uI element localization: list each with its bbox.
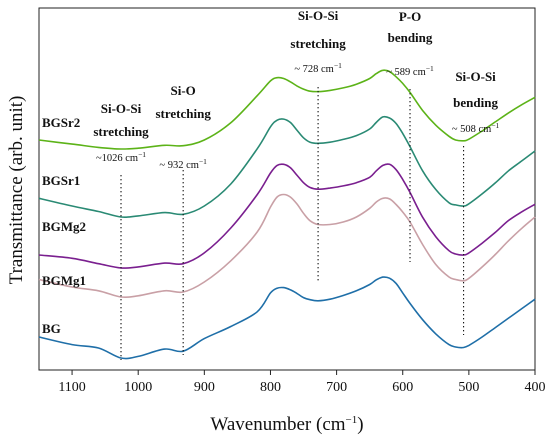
y-axis-title: Transmittance (arb. unit) (6, 96, 27, 285)
series-layer (38, 69, 536, 360)
series-line-bgmg2 (38, 163, 536, 269)
annotation-title-508-2: bending (453, 95, 498, 110)
annotation-title-728-2: stretching (290, 36, 346, 51)
x-tick-label-700: 700 (326, 380, 347, 395)
annotation-value-589: ~ 589 cm−1 (386, 64, 434, 78)
x-tick-label-1100: 1100 (58, 380, 85, 395)
annotation-value-main-932: ~ 932 cm (159, 160, 199, 171)
x-tick-label-500: 500 (458, 380, 479, 395)
annotation-title-932-2: stretching (155, 106, 211, 121)
x-axis-title: Wavenumber (cm−1) (210, 414, 363, 435)
annotation-value-sup-508: −1 (491, 121, 499, 130)
series-line-bgsr2 (38, 69, 536, 150)
annotation-value-main-589: ~ 589 cm (386, 67, 426, 78)
annotation-lines (120, 87, 465, 360)
annotation-title-1026-2: stretching (93, 124, 149, 139)
series-line-bg (38, 276, 536, 360)
x-tick-label-800: 800 (260, 380, 281, 395)
x-tick-label-1000: 1000 (124, 380, 152, 395)
x-tick-label-400: 400 (525, 380, 546, 395)
annotation-title-589-1: P-O (399, 9, 421, 24)
annotation-value-sup-1026: −1 (138, 150, 146, 159)
annotation-value-main-728: ~ 728 cm (294, 64, 334, 75)
series-label-bgmg1: BGMg1 (42, 273, 86, 288)
series-label-bgmg2: BGMg2 (42, 219, 86, 234)
series-label-bg: BG (42, 321, 61, 336)
series-label-bgsr2: BGSr2 (42, 115, 80, 130)
annotation-title-508-1: Si-O-Si (455, 69, 496, 84)
annotation-title-932-1: Si-O (171, 83, 196, 98)
annotation-title-589-2: bending (388, 30, 433, 45)
annotation-title-728-1: Si-O-Si (298, 8, 339, 23)
annotation-value-sup-932: −1 (199, 157, 207, 166)
series-labels: BG BGMg1 BGMg2 BGSr1 BGSr2 (42, 115, 86, 336)
x-tick-label-600: 600 (392, 380, 413, 395)
annotation-value-508: ~ 508 cm−1 (452, 121, 500, 135)
annotation-value-728: ~ 728 cm−1 (294, 61, 342, 75)
annotation-value-main-508: ~ 508 cm (452, 124, 492, 135)
series-line-bgsr1 (38, 115, 536, 219)
x-axis-title-tail: ) (357, 414, 363, 435)
annotation-value-932: ~ 932 cm−1 (159, 157, 207, 171)
x-tick-label-900: 900 (194, 380, 215, 395)
series-line-bgmg1 (38, 193, 536, 299)
x-axis-title-sup: −1 (346, 414, 358, 426)
annotation-title-1026-1: Si-O-Si (101, 101, 142, 116)
x-axis-title-main: Wavenumber (cm (210, 414, 345, 435)
annotation-value-sup-589: −1 (426, 64, 434, 73)
annotation-value-sup-728: −1 (334, 61, 342, 70)
series-label-bgsr1: BGSr1 (42, 173, 80, 188)
x-axis-ticks: 1100 1000 900 800 700 600 500 400 (58, 370, 546, 395)
annotation-value-main-1026: ~1026 cm (96, 153, 138, 164)
annotation-value-1026: ~1026 cm−1 (96, 150, 146, 164)
plot-frame (38, 7, 536, 371)
